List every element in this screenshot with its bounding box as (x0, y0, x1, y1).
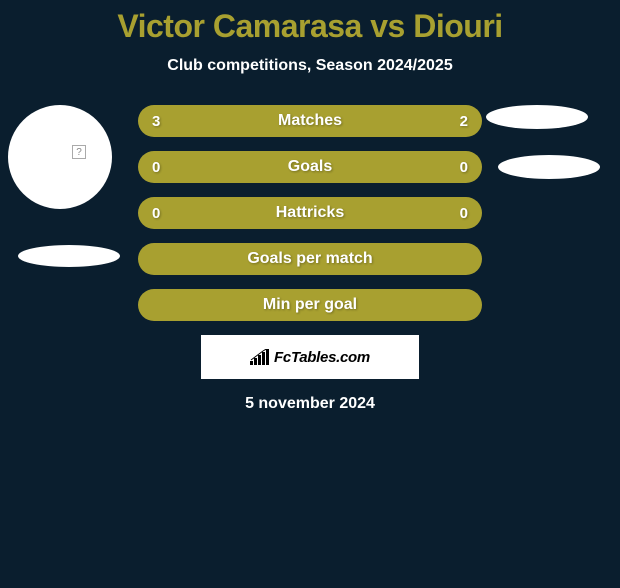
image-placeholder-icon: ? (72, 145, 86, 159)
stat-value-right: 0 (460, 159, 468, 176)
stat-row: 0 Hattricks 0 (138, 197, 482, 229)
date-label: 5 november 2024 (0, 395, 620, 413)
stat-row: Goals per match (138, 243, 482, 275)
player-right-shadow (498, 155, 600, 179)
logo-box: FcTables.com (201, 335, 419, 379)
stat-row: 0 Goals 0 (138, 151, 482, 183)
chart-icon (250, 349, 270, 365)
stat-label: Goals per match (247, 250, 372, 268)
stat-rows: 3 Matches 2 0 Goals 0 0 Hattricks 0 Goals per mat… (138, 105, 482, 321)
player-left-avatar: ? (8, 105, 112, 209)
stat-row: 3 Matches 2 (138, 105, 482, 137)
stat-row: Min per goal (138, 289, 482, 321)
player-left-shadow (18, 245, 120, 267)
comparison-layout: ? 3 Matches 2 0 Goals 0 0 Hattricks 0 Goals per m… (0, 105, 620, 321)
stat-label: Hattricks (276, 204, 344, 222)
stat-label: Goals (288, 158, 332, 176)
stat-value-right: 0 (460, 205, 468, 222)
page-title: Victor Camarasa vs Diouri (0, 8, 620, 45)
player-right-avatar (486, 105, 588, 129)
stat-value-left: 0 (152, 205, 160, 222)
stat-value-right: 2 (460, 113, 468, 130)
stat-label: Matches (278, 112, 342, 130)
stat-label: Min per goal (263, 296, 357, 314)
stat-value-left: 3 (152, 113, 160, 130)
stat-value-left: 0 (152, 159, 160, 176)
subtitle: Club competitions, Season 2024/2025 (0, 57, 620, 75)
logo-text: FcTables.com (274, 349, 370, 366)
